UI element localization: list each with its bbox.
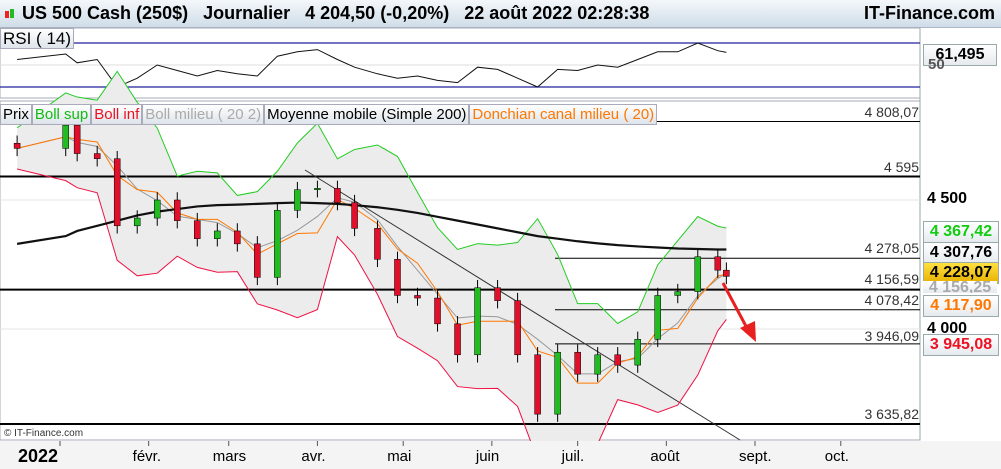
legend-sma[interactable]: Moyenne mobile (Simple 200): [264, 104, 470, 125]
candle-body: [294, 189, 301, 211]
x-tick: mai: [387, 448, 412, 465]
candle-body: [153, 199, 161, 219]
site-name[interactable]: IT-Finance.com: [863, 3, 995, 23]
rsi-value: 61,495: [923, 44, 997, 66]
level-label: 4 808,07: [864, 104, 920, 120]
level-label: 4 278,05: [864, 240, 920, 256]
candle-body: [494, 287, 501, 301]
candle-body: [274, 210, 281, 278]
x-tick: juil.: [561, 448, 585, 465]
candle-body: [574, 351, 581, 375]
candle-body: [334, 188, 341, 203]
sma-tag: 4 307,76: [923, 242, 999, 264]
candle-body: [634, 339, 641, 366]
candle-body: [93, 153, 101, 159]
boll-sup-tag: 4 367,42: [923, 221, 999, 243]
y-tick: 4 500: [927, 190, 968, 207]
candle-body: [594, 354, 601, 375]
x-tick: févr.: [132, 448, 162, 465]
boll-mid-line: [16, 136, 727, 375]
x-tick: juin: [475, 448, 500, 465]
donchian-line: [16, 136, 727, 384]
level-label: 4 078,42: [864, 292, 920, 308]
legend: Prix Boll sup Boll inf Boll milieu ( 20 …: [0, 104, 658, 125]
candlestick-icon: [5, 9, 14, 18]
candle-body: [194, 220, 201, 239]
level-label: 4 156,59: [864, 271, 920, 287]
level-label: 3 635,82: [864, 406, 920, 422]
candle-body: [394, 259, 401, 296]
candle-body: [254, 243, 261, 278]
x-axis-bar: [0, 441, 1001, 469]
legend-boll-milieu[interactable]: Boll milieu ( 20 2): [142, 104, 265, 125]
header-bar: US 500 Cash (250$) Journalier 4 204,50 (…: [0, 0, 1001, 28]
candle-body: [234, 230, 241, 245]
trendline: [304, 169, 741, 441]
rsi-line: [17, 42, 727, 88]
candle-body: [714, 256, 722, 271]
candle-body: [674, 291, 682, 296]
candle-body: [614, 354, 621, 366]
candle-body: [13, 142, 21, 149]
legend-donchian[interactable]: Donchian canal milieu ( 20): [469, 104, 658, 125]
candle-body: [654, 295, 661, 340]
donchian-tag: 4 117,90: [923, 295, 999, 317]
legend-boll-sup[interactable]: Boll sup: [31, 104, 92, 125]
candle-body: [554, 351, 561, 415]
rsi-panel: [0, 27, 921, 99]
x-tick: 2022: [18, 446, 59, 466]
x-tick: mars: [212, 448, 247, 465]
forecast-arrow-head: [740, 321, 756, 342]
candle-body: [514, 300, 521, 356]
legend-boll-inf[interactable]: Boll inf: [91, 104, 143, 125]
forecast-arrow: [721, 282, 750, 331]
candle-body: [314, 188, 321, 190]
candle-body: [174, 199, 181, 221]
level-label: 4 595: [883, 159, 919, 175]
candle-body: [214, 230, 221, 239]
boll-inf-line: [16, 168, 727, 461]
y-tick: 4 000: [927, 320, 968, 337]
x-tick: août: [650, 448, 680, 465]
chart-title: US 500 Cash (250$) Journalier 4 204,50 (…: [22, 3, 650, 23]
boll-mid-tag: 4 156,25: [923, 281, 997, 293]
candle-body: [62, 124, 69, 149]
candle-body: [133, 217, 141, 227]
candle-body: [723, 269, 730, 277]
candle-body: [434, 297, 441, 325]
candle-body: [113, 158, 121, 227]
level-label: 3 946,09: [864, 328, 920, 344]
candle-body: [454, 323, 461, 356]
copyright: © IT-Finance.com: [4, 428, 84, 439]
candle-body: [351, 202, 358, 229]
candle-body: [694, 256, 702, 292]
candle-body: [474, 287, 481, 356]
x-tick: avr.: [301, 448, 326, 465]
rsi-label: RSI ( 14): [0, 28, 75, 49]
candle-body: [414, 295, 421, 299]
boll-inf-tag: 3 945,08: [923, 334, 999, 356]
candle-body: [534, 354, 541, 415]
candle-body: [73, 124, 81, 154]
candle-body: [374, 228, 381, 260]
x-tick: oct.: [824, 448, 849, 465]
x-tick: sept.: [738, 448, 772, 465]
legend-prix[interactable]: Prix: [0, 104, 32, 125]
sma200-line: [16, 201, 727, 251]
rsi-50-tick: 50: [928, 56, 945, 73]
price-tag: 4 228,07: [923, 262, 999, 284]
bollinger-band-area: [17, 71, 727, 460]
